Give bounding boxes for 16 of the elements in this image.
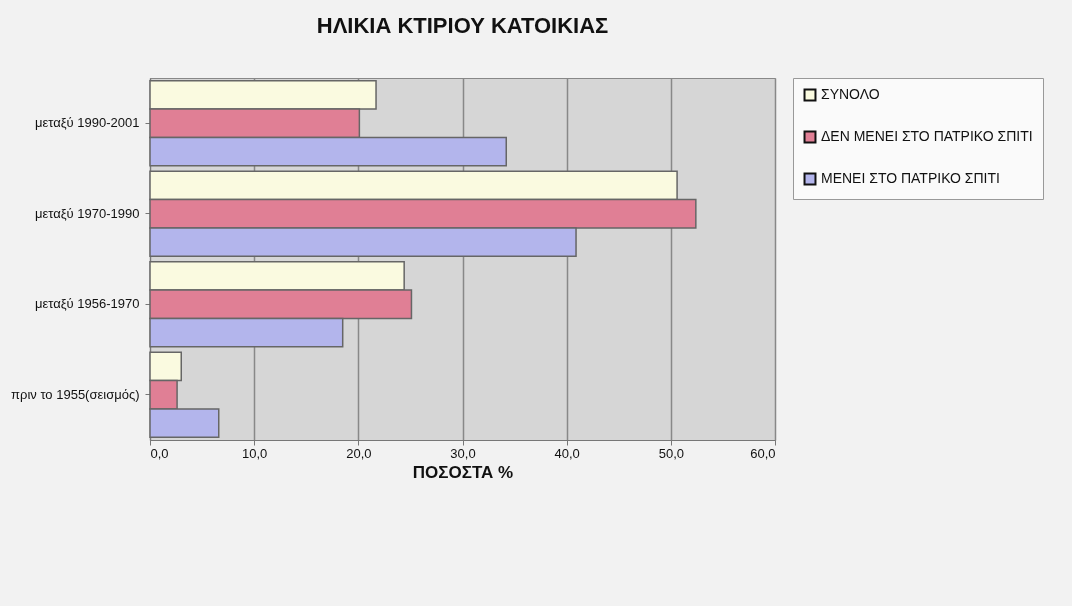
x-axis-title: ΠΟΣΟΣΤΑ % bbox=[412, 462, 514, 482]
legend-label: ΜΕΝΕΙ ΣΤΟ ΠΑΤΡΙΚΟ ΣΠΙΤΙ bbox=[821, 170, 1000, 186]
x-tick-label: 10,0 bbox=[242, 445, 268, 461]
legend-label: ΣΥΝΟΛΟ bbox=[821, 86, 880, 102]
y-tick-label: μεταξύ 1990-2001 bbox=[35, 115, 140, 131]
legend-label: ΔΕΝ ΜΕΝΕΙ ΣΤΟ ΠΑΤΡΙΚΟ ΣΠΙΤΙ bbox=[821, 128, 1033, 144]
y-tick-label: πριν το 1955(σεισμός) bbox=[11, 386, 140, 402]
chart-title: ΗΛΙΚΙΑ ΚΤΙΡΙΟΥ ΚΑΤΟΙΚΙΑΣ bbox=[316, 12, 609, 38]
x-tick-label: 40,0 bbox=[554, 445, 580, 461]
x-tick-label: 30,0 bbox=[450, 445, 476, 461]
x-tick-label: 20,0 bbox=[346, 445, 372, 461]
y-tick-label: μεταξύ 1956-1970 bbox=[35, 296, 140, 312]
x-tick-label: 0,0 bbox=[150, 445, 169, 461]
x-tick-label: 50,0 bbox=[658, 445, 684, 461]
y-tick-label: μεταξύ 1970-1990 bbox=[35, 205, 140, 221]
x-tick-label: 60,0 bbox=[750, 445, 776, 461]
